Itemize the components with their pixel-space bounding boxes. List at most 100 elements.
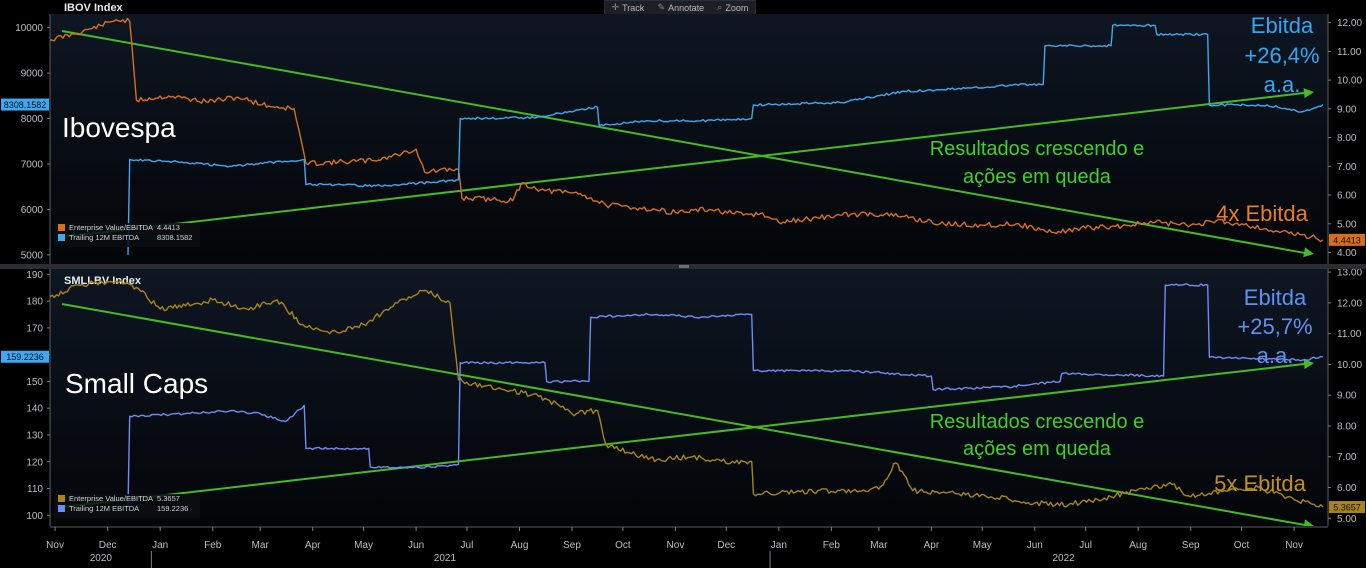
ebitda-growth-annotation: +26,4% [1244, 43, 1319, 68]
annotate-tool[interactable]: ✎ Annotate [658, 2, 705, 13]
panel-label: Ibovespa [62, 112, 176, 143]
x-tick-label: Sep [563, 540, 581, 551]
chart-legend: Enterprise Value/EBITDA 4.4413 Trailing 12… [54, 223, 200, 247]
legend-series-name: Trailing 12M EBITDA [69, 233, 139, 242]
left-axis-strip [0, 14, 50, 264]
legend-value: 159.2236 [157, 504, 188, 513]
left-tick-label: 5000 [21, 250, 44, 261]
legend-series-name: Trailing 12M EBITDA [69, 504, 139, 513]
annotate-label: Annotate [668, 2, 705, 13]
right-tick-label: 11.00 [1337, 47, 1362, 58]
x-tick-label: Oct [1234, 540, 1250, 551]
series-line-trailing-ebitda [127, 23, 1324, 255]
trend-line-down-arrowhead [1303, 247, 1314, 258]
left-last-value-text: 159.2236 [6, 352, 44, 362]
left-tick-label: 190 [26, 270, 43, 281]
right-tick-label: 5.00 [1337, 514, 1357, 525]
trend-line-down [61, 30, 1307, 255]
chart-title: IBOV Index [64, 2, 124, 14]
trend-line-up-arrowhead [1303, 359, 1314, 370]
right-tick-label: 7.00 [1337, 162, 1357, 173]
x-tick-label: Jan [771, 540, 787, 551]
plot-area [50, 14, 1328, 264]
left-tick-label: 140 [26, 404, 43, 415]
left-tick-label: 100 [26, 511, 43, 522]
ebitda-growth-annotation: a.a. [1257, 343, 1294, 368]
ebitda-growth-annotation: Ebitda [1251, 13, 1314, 38]
trend-line-up [61, 91, 1307, 238]
right-tick-label: 10.00 [1337, 76, 1362, 87]
x-tick-label: Aug [1129, 540, 1147, 551]
chart-panel-ibov: IBOV Index 5000 6000 7000 8000 9000 10000 4.00 5… [0, 2, 1366, 264]
left-tick-label: 110 [27, 484, 43, 495]
legend-swatch [58, 234, 65, 241]
legend-series-name: Enterprise Value/EBITDA [69, 494, 153, 503]
x-tick-label: Oct [615, 540, 631, 551]
ebitda-growth-annotation: +25,7% [1237, 314, 1312, 339]
right-tick-label: 6.00 [1337, 483, 1357, 494]
left-tick-label: 170 [26, 323, 43, 334]
x-tick-label: May [354, 540, 373, 551]
right-tick-label: 6.00 [1337, 191, 1357, 202]
x-year-label: 2022 [1052, 553, 1075, 564]
right-tick-label: 8.00 [1337, 421, 1357, 432]
pencil-icon: ✎ [657, 2, 666, 12]
left-axis-strip [0, 269, 50, 526]
trend-line-down [61, 303, 1307, 527]
right-tick-label: 12.00 [1337, 18, 1362, 29]
series-line-ev-ebitda [49, 279, 1324, 508]
legend-background [54, 494, 200, 518]
left-tick-label: 150 [26, 377, 43, 388]
right-tick-label: 13.00 [1337, 268, 1362, 279]
right-axis-strip [1328, 269, 1366, 526]
x-axis-background [50, 526, 1328, 568]
x-tick-label: Jul [461, 540, 474, 551]
right-tick-label: 4.00 [1337, 248, 1357, 259]
x-tick-label: Dec [99, 540, 117, 551]
plot-area [50, 269, 1328, 526]
right-tick-label: 11.00 [1337, 329, 1362, 340]
left-tick-label: 8000 [21, 114, 44, 125]
x-tick-label: Nov [1285, 540, 1303, 551]
legend-value: 8308.1582 [157, 233, 192, 242]
x-tick-label: Sep [1182, 540, 1200, 551]
track-tool[interactable]: ✛ Track [612, 2, 645, 13]
left-last-value-tag [1, 350, 49, 363]
left-tick-label: 130 [26, 430, 43, 441]
x-year-label: 2021 [434, 553, 457, 564]
legend-background [54, 223, 200, 247]
left-tick-label: 6000 [21, 205, 44, 216]
series-line-trailing-ebitda [127, 283, 1323, 508]
legend-swatch [58, 495, 65, 502]
x-tick-label: Jul [1079, 540, 1092, 551]
ebitda-growth-annotation: a.a. [1264, 72, 1301, 97]
x-tick-label: May [973, 540, 992, 551]
legend-value: 4.4413 [157, 223, 180, 232]
x-tick-label: Mar [870, 540, 888, 551]
right-last-value-text: 5.3657 [1333, 503, 1361, 513]
x-tick-label: Jun [1027, 540, 1043, 551]
x-tick-label: Aug [511, 540, 529, 551]
chart-legend: Enterprise Value/EBITDA 5.3657 Trailing 12… [54, 494, 200, 518]
legend-series-name: Enterprise Value/EBITDA [69, 223, 153, 232]
zoom-tool[interactable]: ⌕ Zoom [717, 2, 748, 13]
x-tick-label: Dec [717, 540, 735, 551]
crosshair-icon: ✛ [611, 2, 620, 12]
right-last-value-tag [1329, 233, 1365, 246]
x-year-label: 2020 [90, 553, 113, 564]
left-tick-label: 10000 [15, 23, 43, 34]
results-message: Resultados crescendo e [930, 138, 1145, 160]
legend-swatch [58, 224, 65, 231]
right-last-value-tag [1329, 501, 1365, 514]
legend-swatch [58, 505, 65, 512]
right-tick-label: 9.00 [1337, 391, 1357, 402]
x-tick-label: Apr [305, 540, 321, 551]
trend-line-up-arrowhead [1303, 88, 1314, 99]
right-tick-label: 10.00 [1337, 360, 1362, 371]
magnifier-icon: ⌕ [717, 2, 723, 12]
left-last-value-tag [1, 98, 49, 111]
right-tick-label: 9.00 [1337, 104, 1357, 115]
ebitda-growth-annotation: Ebitda [1244, 285, 1307, 310]
